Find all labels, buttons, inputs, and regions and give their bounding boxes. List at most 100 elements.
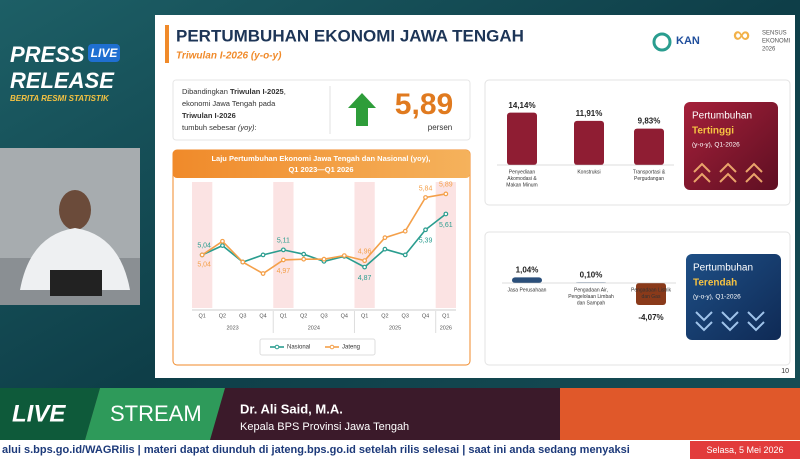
chevrons-up [693, 162, 763, 183]
date-text: Selasa, 5 Mei 2026 [706, 445, 783, 455]
data-point [220, 243, 225, 248]
data-label: 5,84 [419, 185, 433, 192]
x-tick-label: Q2 [300, 313, 307, 319]
data-point [280, 257, 286, 263]
data-label: 5,39 [419, 238, 433, 245]
sector-name: Akomodasi & [507, 176, 537, 182]
data-point [423, 195, 428, 200]
data-point [382, 235, 388, 241]
logo-sensus: EKONOMI [762, 39, 791, 45]
sector-name: Pergudangan [634, 176, 664, 182]
summary-text: tumbuh sebesar [182, 123, 238, 132]
x-tick-label: Q1 [361, 313, 368, 319]
low-heading: Terendah [693, 278, 737, 289]
chart-title: Q1 2023—Q1 2026 [288, 165, 353, 174]
data-point [341, 253, 347, 259]
stream-block [85, 388, 225, 440]
chart-title: Laju Pertumbuhan Ekonomi Jawa Tengah dan… [211, 154, 430, 163]
tagline: BERITA RESMI STATISTIK [10, 94, 110, 103]
x-group-label: 2023 [226, 325, 238, 331]
data-label: 5,04 [197, 243, 211, 250]
data-point [402, 228, 408, 234]
sector-value: -4,07% [638, 313, 663, 322]
ticker-bar [0, 440, 800, 459]
summary-text: Dibandingkan [182, 87, 230, 96]
sector-name: Transportasi & [633, 169, 666, 175]
chart-header [173, 150, 470, 178]
data-point [220, 238, 225, 244]
legend-swatch [329, 344, 335, 350]
x-tick-label: Q4 [341, 313, 348, 319]
sector-bar [512, 277, 542, 283]
sector-value: 9,83% [638, 117, 661, 126]
high-card [684, 102, 778, 190]
live-badge [88, 44, 120, 62]
sector-bar [507, 112, 537, 165]
legend-box [259, 338, 376, 356]
growth-unit: persen [428, 123, 452, 132]
slide-title: PERTUMBUHAN EKONOMI JAWA TENGAH [176, 26, 524, 45]
summary-line: ekonomi Jawa Tengah pada [182, 99, 276, 108]
release-text: RELEASE [10, 68, 115, 93]
high-heading: (y-o-y), Q1-2026 [692, 142, 740, 149]
slide-subtitle: Triwulan I-2026 (y-o-y) [176, 51, 282, 62]
x-tick-label: Q1 [198, 313, 205, 319]
speaker-role: Kepala BPS Provinsi Jawa Tengah [240, 421, 409, 433]
x-tick-label: Q3 [239, 313, 246, 319]
x-tick-label: Q4 [422, 313, 429, 319]
summary-line: Triwulan I-2026 [182, 111, 236, 120]
data-point [321, 256, 327, 262]
sector-bar [636, 283, 666, 305]
sector-name: Pengadaan Air, [574, 287, 608, 293]
lower-third-art [560, 388, 800, 440]
summary-text: : [255, 123, 257, 132]
summary-line: tumbuh sebesar (yoy): [182, 123, 257, 132]
live-badge-text: LIVE [91, 46, 119, 60]
x-group-label: 2024 [308, 325, 320, 331]
highlight-band [354, 182, 375, 308]
high-heading: Pertumbuhan [692, 111, 752, 122]
x-tick-label: Q2 [219, 313, 226, 319]
low-heading: Pertumbuhan [693, 263, 753, 274]
data-point [260, 271, 266, 276]
live-text: LIVE [12, 400, 66, 427]
data-label: 4,96 [358, 248, 372, 255]
legend-label: Nasional [287, 345, 310, 351]
sector-name: dan Sampah [577, 300, 606, 306]
growth-value: 5,89 [395, 88, 453, 121]
x-tick-label: Q1 [442, 313, 449, 319]
data-label: 5,04 [197, 262, 211, 269]
sector-name: Jasa Perusahaan [508, 287, 547, 293]
sector-value: 0,10% [580, 271, 603, 280]
page-number: 10 [781, 368, 789, 375]
sector-name: Konstruksi [577, 169, 600, 175]
title-accent [165, 25, 169, 63]
sector-name: dan Gas [642, 294, 661, 300]
highlight-band [435, 182, 456, 308]
legend-swatch [274, 344, 280, 350]
x-tick-label: Q4 [259, 313, 266, 319]
data-point [402, 252, 408, 258]
x-tick-label: Q1 [280, 313, 287, 319]
chevrons-down [695, 311, 765, 332]
low-heading: (y-o-y), Q1-2026 [693, 294, 741, 301]
data-point [260, 252, 266, 258]
data-point [240, 259, 246, 265]
logo-mark: ∞ [733, 21, 750, 48]
x-group-label: 2026 [440, 325, 452, 331]
sector-name: Makan Minum [506, 182, 537, 188]
x-tick-label: Q2 [381, 313, 388, 319]
sector-bar [634, 128, 664, 165]
date-box [690, 441, 800, 459]
data-point [423, 227, 428, 233]
stream-text: STREAM [110, 401, 202, 426]
data-label: 4,87 [358, 275, 372, 282]
data-label: 4,97 [277, 268, 291, 275]
live-block [0, 388, 100, 440]
x-group-label: 2025 [389, 325, 401, 331]
legend-label: Jateng [342, 345, 360, 351]
